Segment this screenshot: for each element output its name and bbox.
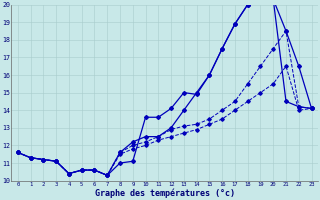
X-axis label: Graphe des températures (°c): Graphe des températures (°c) xyxy=(95,188,235,198)
